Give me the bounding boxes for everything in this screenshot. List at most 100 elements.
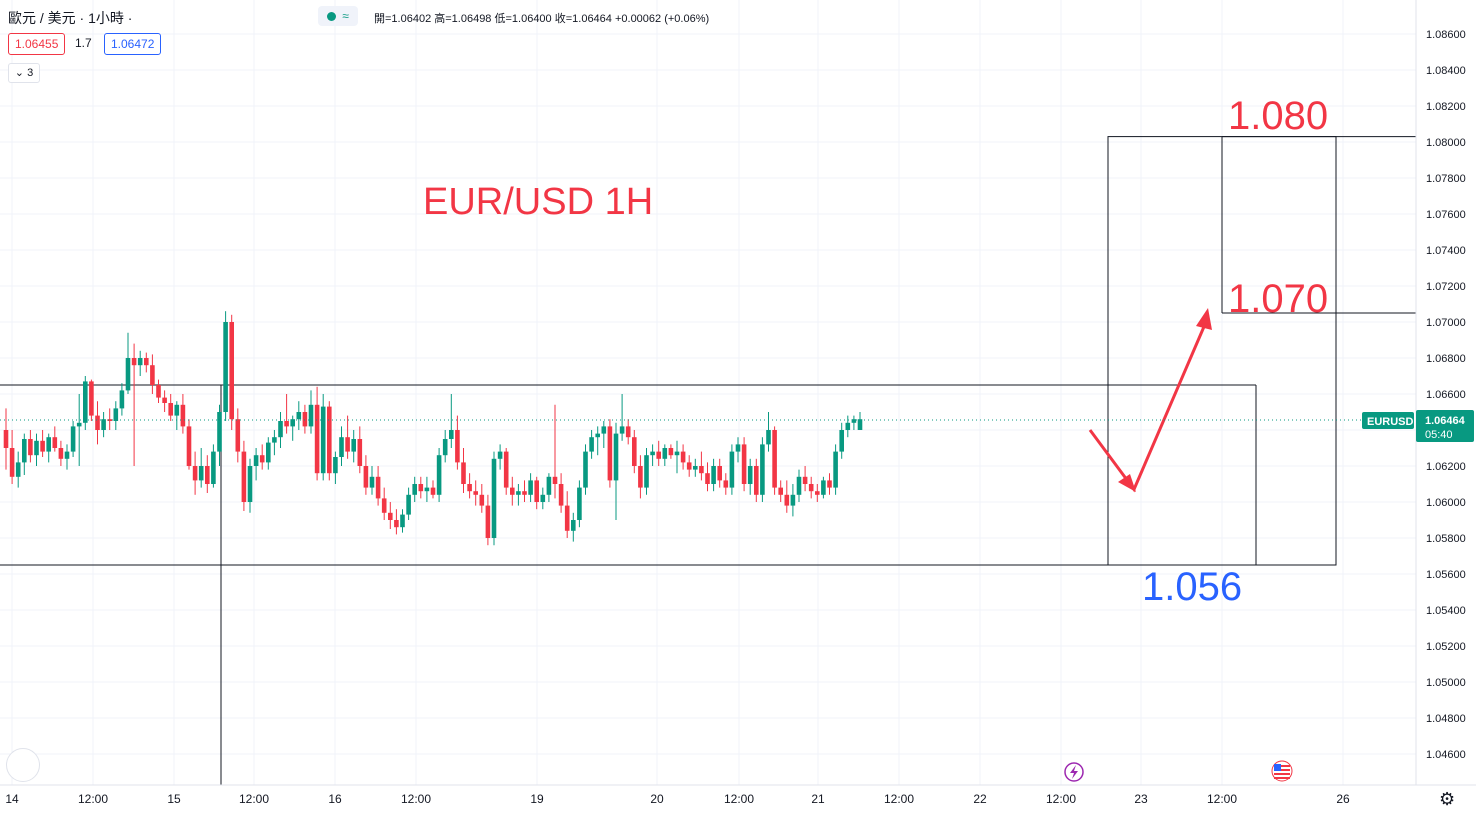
candle-body [198,466,204,481]
indicators-toggle[interactable]: ⌄ 3 [8,63,40,83]
price-tick-label: 1.06800 [1426,353,1466,365]
candle-body [351,439,356,452]
candle-body [327,406,332,474]
candle [89,379,94,421]
candle-body [40,440,45,452]
candle-body [790,494,796,506]
candle [577,480,582,528]
candle [625,419,631,445]
candle-body [760,444,765,495]
time-tick-label: 20 [650,792,664,806]
candle [754,458,759,502]
candle-body [839,430,844,452]
candle-body [107,419,112,421]
candle [705,462,710,492]
candle-body [583,451,588,488]
candle-body [241,451,247,502]
candle [83,376,88,430]
candle-body [314,404,320,474]
candle-body [656,451,661,459]
candle-body [162,397,167,403]
candle [778,480,783,502]
candle-body [717,466,722,481]
candle-body [436,455,442,495]
candle [540,487,546,510]
candle-body [693,466,698,470]
candle [64,444,70,470]
candle [711,458,716,492]
candle-body [833,451,838,488]
candle-body [815,491,820,495]
candle-body [95,415,100,430]
price-tick-label: 1.05200 [1426,641,1466,653]
candle-body [369,476,375,488]
time-tick-label: 26 [1336,792,1350,806]
candle-body [729,451,735,488]
candle-body [741,444,747,484]
time-tick-label: 12:00 [1207,792,1237,806]
candle [186,419,192,470]
symbol-title[interactable]: 歐元 / 美元 · 1小時 · [8,10,133,26]
candle-body [345,437,350,452]
scroll-left-button[interactable] [6,748,40,782]
candle [686,455,692,477]
price-tick-label: 1.08600 [1426,29,1466,41]
candle [284,394,289,434]
candle [180,394,186,434]
candle-body [564,505,570,531]
candle [95,401,100,445]
candle [192,451,198,495]
candle-body [186,426,192,466]
candle [424,476,430,502]
candle-body [400,514,405,528]
last-price-value: 1.06464 [1425,415,1466,427]
candle [101,412,106,438]
time-axis: 14 12:00 15 12:00 16 12:00 19 20 12:00 21 12:00 22 1… [5,792,1350,806]
candle-body [802,476,808,484]
candle [522,480,527,502]
sell-price-button[interactable]: 1.06455 [8,33,66,55]
candle-body [625,426,631,438]
candle-body [119,390,125,409]
candle-body [192,466,198,481]
us-flag-event-icon[interactable] [1271,760,1293,782]
candle [650,444,655,466]
settings-gear-icon[interactable]: ⚙ [1439,789,1456,809]
candle [15,451,21,488]
candle [638,455,643,499]
candle [119,383,125,416]
candle-body [113,408,119,421]
candle-body [388,512,393,520]
last-price-tag: 1.06464 05:40 [1416,410,1474,442]
flash-event-icon[interactable] [1064,762,1084,782]
candle [430,480,436,499]
candle [802,466,808,492]
candle-body [784,494,790,506]
candle [308,390,314,434]
candle [107,408,112,430]
candle [534,476,539,510]
candles [3,311,863,546]
candle-body [821,480,826,495]
price-tick-label: 1.04600 [1426,749,1466,761]
candle [668,444,674,459]
candle [76,394,82,466]
candle [131,343,137,466]
candle [510,476,515,506]
candle [333,451,338,484]
time-tick-label: 16 [328,792,342,806]
buy-price-button[interactable]: 1.06472 [104,33,162,55]
candle [272,430,277,456]
candle [827,473,832,495]
candle-body [827,480,832,488]
price-tick-label: 1.05800 [1426,533,1466,545]
drawing-boxes [0,136,1416,785]
candle [381,487,387,520]
market-status-pill[interactable]: ≈ [318,6,358,26]
candle [412,476,417,502]
candle-body [381,498,387,513]
candle-body [540,494,546,502]
candle-body [644,455,649,488]
candle [723,473,729,495]
